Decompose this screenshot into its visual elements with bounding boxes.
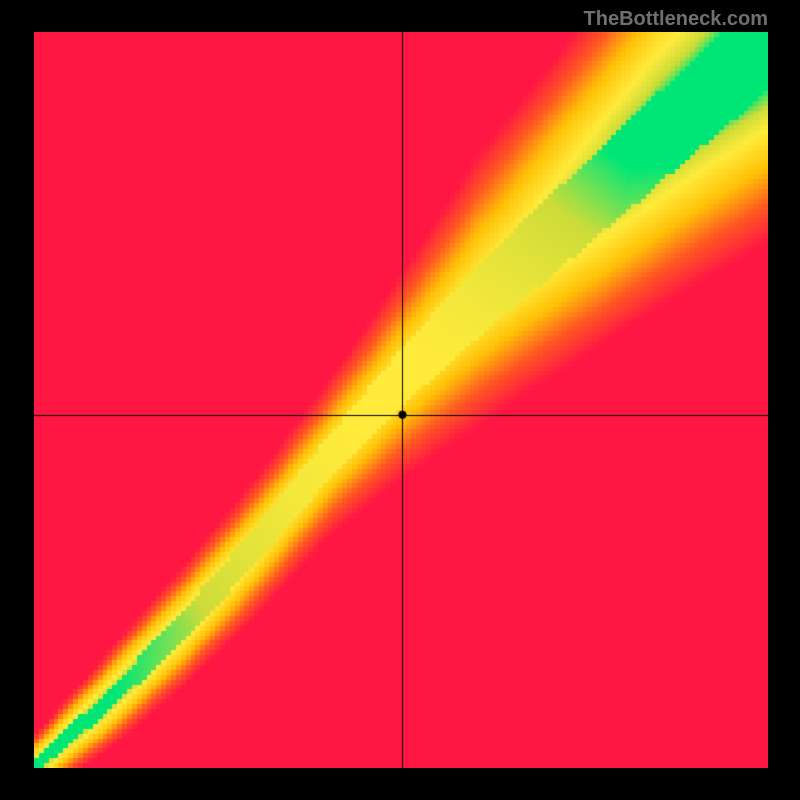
watermark-text: TheBottleneck.com — [584, 8, 768, 31]
bottleneck-heatmap — [34, 32, 768, 768]
chart-container: TheBottleneck.com — [0, 0, 800, 800]
